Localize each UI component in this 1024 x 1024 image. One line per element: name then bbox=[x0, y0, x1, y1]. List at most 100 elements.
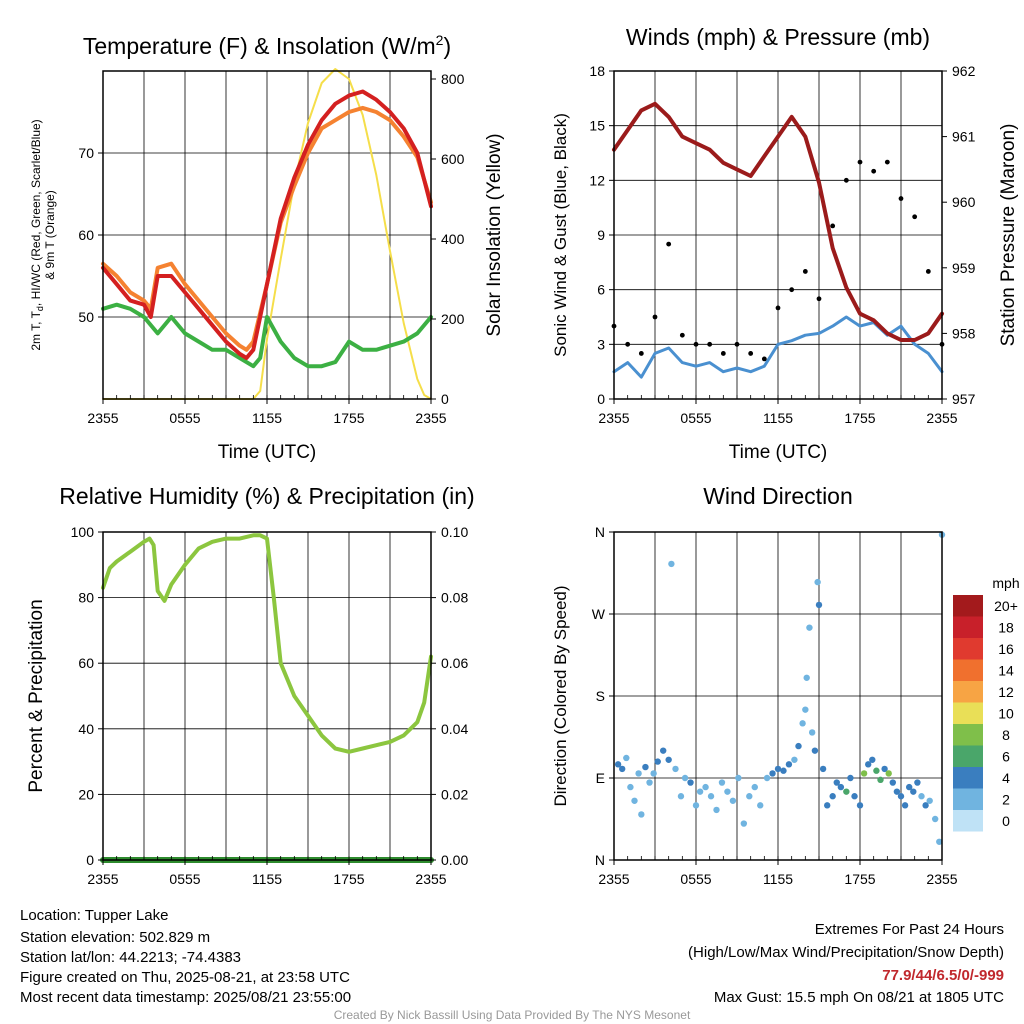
direction-point bbox=[718, 779, 726, 786]
credit-line: Created By Nick Bassill Using Data Provi… bbox=[334, 1008, 691, 1022]
y-tick-label: W bbox=[592, 606, 606, 622]
svg-text:& 9m T (Orange): & 9m T (Orange) bbox=[43, 190, 57, 280]
direction-point bbox=[638, 811, 645, 818]
direction-point bbox=[654, 758, 661, 765]
station-info: Location: Tupper Lake Station elevation:… bbox=[20, 907, 351, 1006]
direction-point bbox=[763, 774, 771, 782]
temperature-panel: Temperature (F) & Insolation (W/m2) 2355… bbox=[29, 32, 505, 463]
extremes-gust: Max Gust: 15.5 mph On 08/21 at 1805 UTC bbox=[714, 989, 1004, 1006]
wind-direction-ylabel: Direction (Colored By Speed) bbox=[551, 585, 570, 806]
gust-point bbox=[857, 159, 863, 165]
legend-label: 12 bbox=[998, 684, 1014, 700]
wind-direction-grid bbox=[614, 532, 942, 860]
y-tick-label: 0 bbox=[597, 391, 605, 407]
legend-label: 10 bbox=[998, 706, 1014, 722]
x-tick-label: 2355 bbox=[87, 410, 118, 426]
speed-legend: 20+ 18 16 14 12 10 8 6 4 2 0 bbox=[953, 595, 1018, 832]
x-tick-label: 1155 bbox=[763, 410, 793, 426]
direction-point bbox=[843, 788, 850, 795]
wind-direction-title: Wind Direction bbox=[703, 483, 853, 509]
wind-direction-panel: Wind Direction 2355 0555 1155 1755 2355 N E S W N… bbox=[551, 483, 1020, 887]
x-tick-label: 2355 bbox=[598, 410, 629, 426]
direction-point bbox=[811, 747, 819, 754]
direction-point bbox=[769, 770, 776, 777]
direction-point bbox=[627, 783, 634, 791]
x-tick-label: 0555 bbox=[169, 871, 200, 887]
gust-point bbox=[720, 351, 726, 356]
legend-label: 0 bbox=[1002, 813, 1010, 829]
direction-point bbox=[881, 765, 888, 773]
direction-point bbox=[696, 788, 704, 795]
direction-point bbox=[751, 783, 758, 791]
extremes-subtitle: (High/Low/Max Wind/Precipitation/Snow De… bbox=[688, 944, 1004, 961]
direction-point bbox=[740, 820, 748, 827]
x-tick-label: 2355 bbox=[415, 871, 446, 887]
direction-point bbox=[837, 783, 845, 791]
x-tick-label: 1755 bbox=[844, 871, 875, 887]
gust-point bbox=[625, 341, 631, 347]
gust-point bbox=[693, 341, 699, 347]
solar-line bbox=[102, 68, 432, 400]
y-tick-label: 6 bbox=[597, 282, 605, 298]
svg-text:2m T, Td, HI/WC (Red, Green, S: 2m T, Td, HI/WC (Red, Green, Scarlet/Blu… bbox=[29, 119, 45, 350]
y-tick-label: 0.00 bbox=[441, 852, 468, 868]
humidity-ylabel: Percent & Precipitation bbox=[26, 599, 47, 792]
direction-point bbox=[897, 793, 905, 800]
pressure-line bbox=[612, 101, 944, 342]
legend-title: mph bbox=[992, 575, 1019, 591]
humidity-line bbox=[101, 533, 433, 754]
direction-point bbox=[646, 779, 653, 786]
direction-point bbox=[623, 754, 630, 762]
direction-point bbox=[672, 765, 679, 773]
y-tick-label: 962 bbox=[952, 63, 976, 79]
y-tick-label: 12 bbox=[589, 172, 605, 188]
temperature-ylabel: 2m T, Td, HI/WC (Red, Green, Scarlet/Blu… bbox=[29, 119, 57, 350]
winds-title: Winds (mph) & Pressure (mb) bbox=[626, 24, 930, 50]
y-tick-label: 961 bbox=[952, 129, 976, 145]
y-tick-label: 100 bbox=[71, 524, 95, 540]
y-tick-label: 70 bbox=[78, 145, 94, 161]
y-tick-label: N bbox=[595, 524, 605, 540]
extremes-box: Extremes For Past 24 Hours (High/Low/Max… bbox=[688, 921, 1004, 1006]
temperature-series bbox=[101, 68, 433, 400]
info-recent: Most recent data timestamp: 2025/08/21 2… bbox=[20, 989, 351, 1006]
y-tick-label: 18 bbox=[589, 63, 605, 79]
info-elevation: Station elevation: 502.829 m bbox=[20, 929, 210, 946]
direction-point bbox=[829, 793, 836, 800]
temperature-xlabel: Time (UTC) bbox=[218, 442, 317, 463]
direction-point bbox=[865, 761, 872, 768]
gust-point bbox=[925, 269, 931, 274]
y-tick-label: 960 bbox=[952, 194, 976, 210]
direction-point bbox=[660, 747, 667, 754]
y-tick-label: 60 bbox=[78, 655, 94, 671]
gust-point bbox=[775, 305, 781, 311]
dewpoint-line bbox=[101, 302, 433, 369]
legend-swatch bbox=[953, 788, 983, 810]
direction-point bbox=[901, 802, 909, 809]
gust-point bbox=[748, 351, 754, 356]
info-created: Figure created on Thu, 2025-08-21, at 23… bbox=[20, 969, 350, 986]
humidity-grid bbox=[103, 532, 431, 860]
direction-point bbox=[631, 797, 638, 804]
direction-point bbox=[873, 767, 880, 774]
direction-point bbox=[922, 802, 929, 809]
gust-point bbox=[871, 168, 877, 174]
wind-direction-points bbox=[614, 531, 946, 845]
y-tick-label: 80 bbox=[78, 590, 94, 606]
y-tick-label: E bbox=[596, 770, 605, 786]
direction-point bbox=[665, 756, 672, 763]
legend-swatch bbox=[953, 810, 983, 832]
gust-point bbox=[734, 341, 740, 347]
humidity-title: Relative Humidity (%) & Precipitation (i… bbox=[59, 483, 474, 509]
direction-point bbox=[824, 802, 831, 809]
direction-point bbox=[803, 674, 810, 681]
direction-point bbox=[735, 774, 742, 782]
direction-point bbox=[885, 770, 892, 777]
direction-point bbox=[677, 793, 685, 800]
y-tick-label: 0.06 bbox=[441, 655, 468, 671]
legend-swatch bbox=[953, 702, 983, 724]
direction-point bbox=[860, 770, 868, 777]
y-tick-label: 959 bbox=[952, 260, 976, 276]
humidity-ticks: 2355 0555 1155 1755 2355 0 20 40 60 80 100 0.00 0.02… bbox=[71, 524, 469, 887]
direction-point bbox=[642, 763, 649, 771]
